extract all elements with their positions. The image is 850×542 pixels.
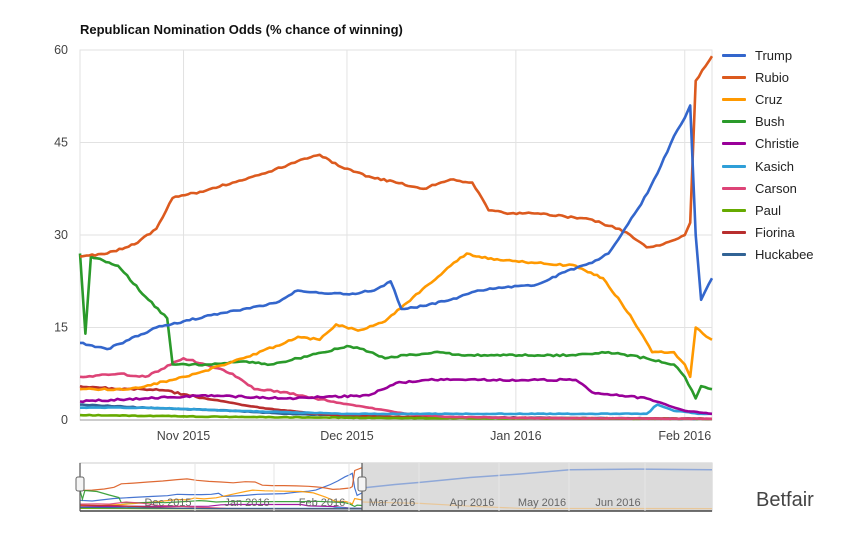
series-lines [78,55,714,421]
legend-swatch [722,231,746,235]
series-line-rubio [79,55,714,258]
legend-label: Fiorina [755,225,795,241]
legend-swatch [722,164,746,168]
series-line-kasich [79,403,712,416]
legend-swatch [722,142,746,146]
navigator-line-rubio [79,467,363,492]
legend-label: Kasich [755,158,795,174]
legend-swatch [722,75,746,79]
navigator-tick-label: May 2016 [518,497,566,509]
navigator-tick-label: Mar 2016 [369,497,415,509]
y-tick-label: 45 [54,136,68,150]
legend-item-fiorina[interactable]: Fiorina [722,222,814,244]
range-navigator[interactable]: Dec 2015 Jan 2016 Feb 2016 Mar 2016 Apr 2016… [0,455,850,515]
navigator-tick-label: Jan 2016 [224,497,269,509]
legend-swatch [722,53,746,57]
y-tick-label: 0 [61,413,68,427]
legend-swatch [722,120,746,124]
x-tick-label: Nov 2015 [157,429,211,443]
navigator-line-bush [79,489,363,508]
series-line-cruz [79,252,713,392]
legend-item-cruz[interactable]: Cruz [722,88,814,110]
navigator-tick-label: Feb 2016 [299,497,345,509]
legend-label: Cruz [755,91,783,107]
y-tick-label: 30 [54,228,68,242]
navigator-line-faded [361,501,713,510]
legend-label: Trump [755,47,793,63]
navigator-line-cruz [80,489,363,507]
legend-item-huckabee[interactable]: Huckabee [722,244,814,266]
legend-item-rubio[interactable]: Rubio [722,66,814,88]
legend-item-carson[interactable]: Carson [722,177,814,199]
source-label: Betfair [756,489,814,511]
legend-label: Rubio [755,69,789,85]
legend-label: Christie [755,136,800,152]
legend-label: Huckabee [755,247,814,263]
navigator-line-continuation [361,468,713,489]
legend-item-christie[interactable]: Christie [722,133,814,155]
legend-item-trump[interactable]: Trump [722,44,814,66]
chart-title: Republican Nomination Odds (% chance of … [80,22,403,37]
legend-swatch [722,186,746,190]
gridlines [79,49,713,421]
navigator-line-huckabee [79,506,363,510]
legend-item-kasich[interactable]: Kasich [722,155,814,177]
navigator-tick-label: Jun 2016 [595,497,640,509]
x-tick-label: Jan 2016 [490,429,541,443]
legend-item-bush[interactable]: Bush [722,111,814,133]
legend-swatch [722,253,746,257]
navigator-left-handle[interactable] [75,476,85,492]
x-tick-label: Feb 2016 [658,429,711,443]
legend-swatch [722,208,746,212]
navigator-tick-label: Dec 2015 [144,497,191,509]
legend-label: Carson [755,180,797,196]
legend-swatch [722,97,746,101]
navigator-line-trump [79,472,363,502]
series-line-bush [78,253,713,400]
legend-label: Paul [755,202,782,218]
legend-label: Bush [755,114,785,130]
axes: 0 15 30 45 60 Nov 2015 Dec 2015 Jan 2016 Feb 201… [54,43,711,443]
y-tick-label: 60 [54,43,68,57]
legend: Trump Rubio Cruz Bush Christie Kasich Carson Pa… [722,44,814,266]
series-line-trump [80,104,714,351]
navigator-tick-label: Apr 2016 [450,497,495,509]
legend-item-paul[interactable]: Paul [722,199,814,221]
line-chart: 0 15 30 45 60 Nov 2015 Dec 2015 Jan 2016 Feb 201… [54,43,714,443]
series-line-christie [79,377,713,416]
navigator-right-handle[interactable] [357,476,367,492]
x-tick-label: Dec 2015 [320,429,374,443]
y-tick-label: 15 [54,321,68,335]
